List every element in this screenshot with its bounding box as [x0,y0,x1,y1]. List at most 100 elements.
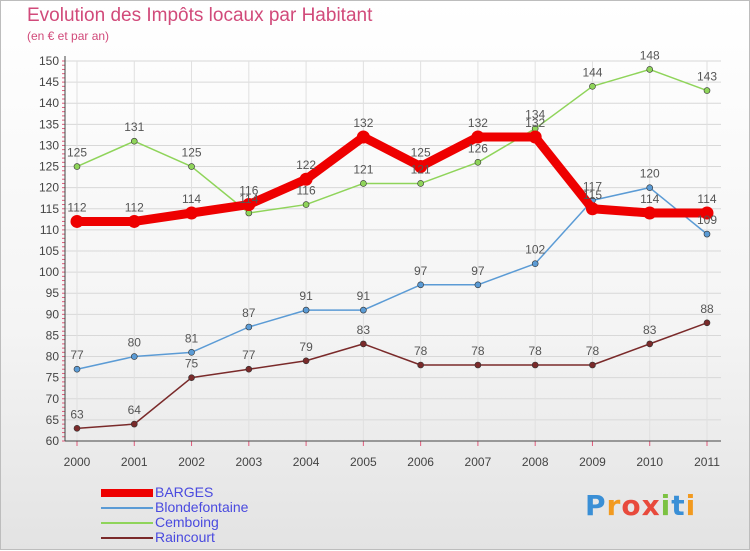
chart-title: Evolution des Impôts locaux par Habitant [27,5,373,26]
data-label: 112 [67,200,86,214]
data-label: 134 [525,108,545,122]
data-label: 64 [128,403,142,417]
data-point [302,357,310,365]
data-label: 102 [525,243,545,257]
legend-swatch [101,537,153,539]
y-tick-label: 115 [40,202,59,216]
data-point [474,361,482,369]
legend-item-raincourt: Raincourt [101,529,361,545]
data-label: 77 [242,348,256,362]
data-point [531,260,539,267]
data-point [417,281,424,289]
data-label: 79 [299,340,313,354]
y-tick-label: 95 [46,286,60,300]
data-point [646,340,654,348]
data-label: 125 [411,146,431,160]
y-tick-label: 105 [39,244,59,258]
data-label: 120 [640,167,660,181]
data-point [474,159,482,166]
data-point [242,198,256,212]
data-label: 80 [128,336,142,350]
data-point [302,201,310,208]
proxiti-logo: Proxiti [585,489,697,522]
data-point [646,66,654,73]
y-tick-label: 65 [46,413,60,427]
x-tick-label: 2002 [178,455,205,469]
data-label: 148 [640,48,660,62]
data-label: 83 [357,323,371,337]
data-label: 109 [697,213,717,227]
data-point [589,361,596,369]
data-point [188,163,195,170]
data-point [360,306,367,314]
series-line-barges [72,132,712,226]
x-tick-label: 2005 [350,455,377,469]
data-point [130,353,138,360]
data-point [127,214,141,228]
data-label: 126 [468,141,488,155]
data-label: 117 [583,179,602,193]
data-label: 97 [471,264,485,278]
data-label: 132 [353,116,373,130]
data-label: 91 [357,289,371,303]
data-label: 81 [185,331,199,345]
data-point [299,172,313,186]
x-tick-label: 2003 [235,455,262,469]
data-point [130,420,138,428]
data-point [185,206,199,220]
x-tick-label: 2008 [522,455,549,469]
x-tick-label: 2011 [694,455,720,469]
data-label: 97 [414,264,428,278]
data-label: 121 [353,162,373,176]
y-tick-label: 120 [39,181,59,195]
data-point [73,163,81,170]
data-point [245,323,253,331]
data-label: 88 [700,302,714,316]
data-point [528,130,542,144]
x-tick-label: 2009 [579,455,606,469]
data-label: 121 [411,162,431,176]
chart-subtitle: (en € et par an) [27,29,110,43]
data-point [188,349,195,356]
data-point [703,87,711,94]
data-point [471,130,485,144]
legend: BARGES Blondefontaine Cemboing Raincourt [101,484,361,545]
data-point [703,230,711,238]
data-label: 131 [124,120,144,134]
data-point [417,361,424,369]
data-point [130,137,138,145]
data-point [302,306,310,314]
data-point [700,206,714,220]
data-label: 83 [643,323,657,337]
data-label: 132 [468,116,488,130]
data-label: 143 [697,70,717,84]
y-tick-label: 135 [39,117,59,131]
data-point [360,180,367,187]
y-tick-label: 145 [39,75,59,89]
y-tick-label: 70 [46,392,60,406]
data-label: 78 [414,344,428,358]
y-tick-label: 100 [39,265,59,279]
x-tick-label: 2007 [465,455,492,469]
grid-layer [65,60,721,442]
y-tick-label: 80 [46,350,60,364]
data-point [73,425,81,432]
data-label: 75 [185,357,199,371]
data-point [474,281,482,289]
series-line-blondefontaine [76,186,708,370]
legend-label: Blondefontaine [155,499,249,515]
data-point [360,340,367,348]
y-tick-label: 125 [39,160,59,174]
data-point [73,365,81,373]
data-label: 78 [471,344,485,358]
data-point [245,365,253,373]
data-label: 114 [182,192,201,206]
x-tick-label: 2006 [407,455,434,469]
legend-label: BARGES [155,484,214,500]
legend-swatch [101,489,153,497]
data-point [589,83,596,90]
data-label: 116 [239,184,258,198]
data-point [70,214,84,228]
